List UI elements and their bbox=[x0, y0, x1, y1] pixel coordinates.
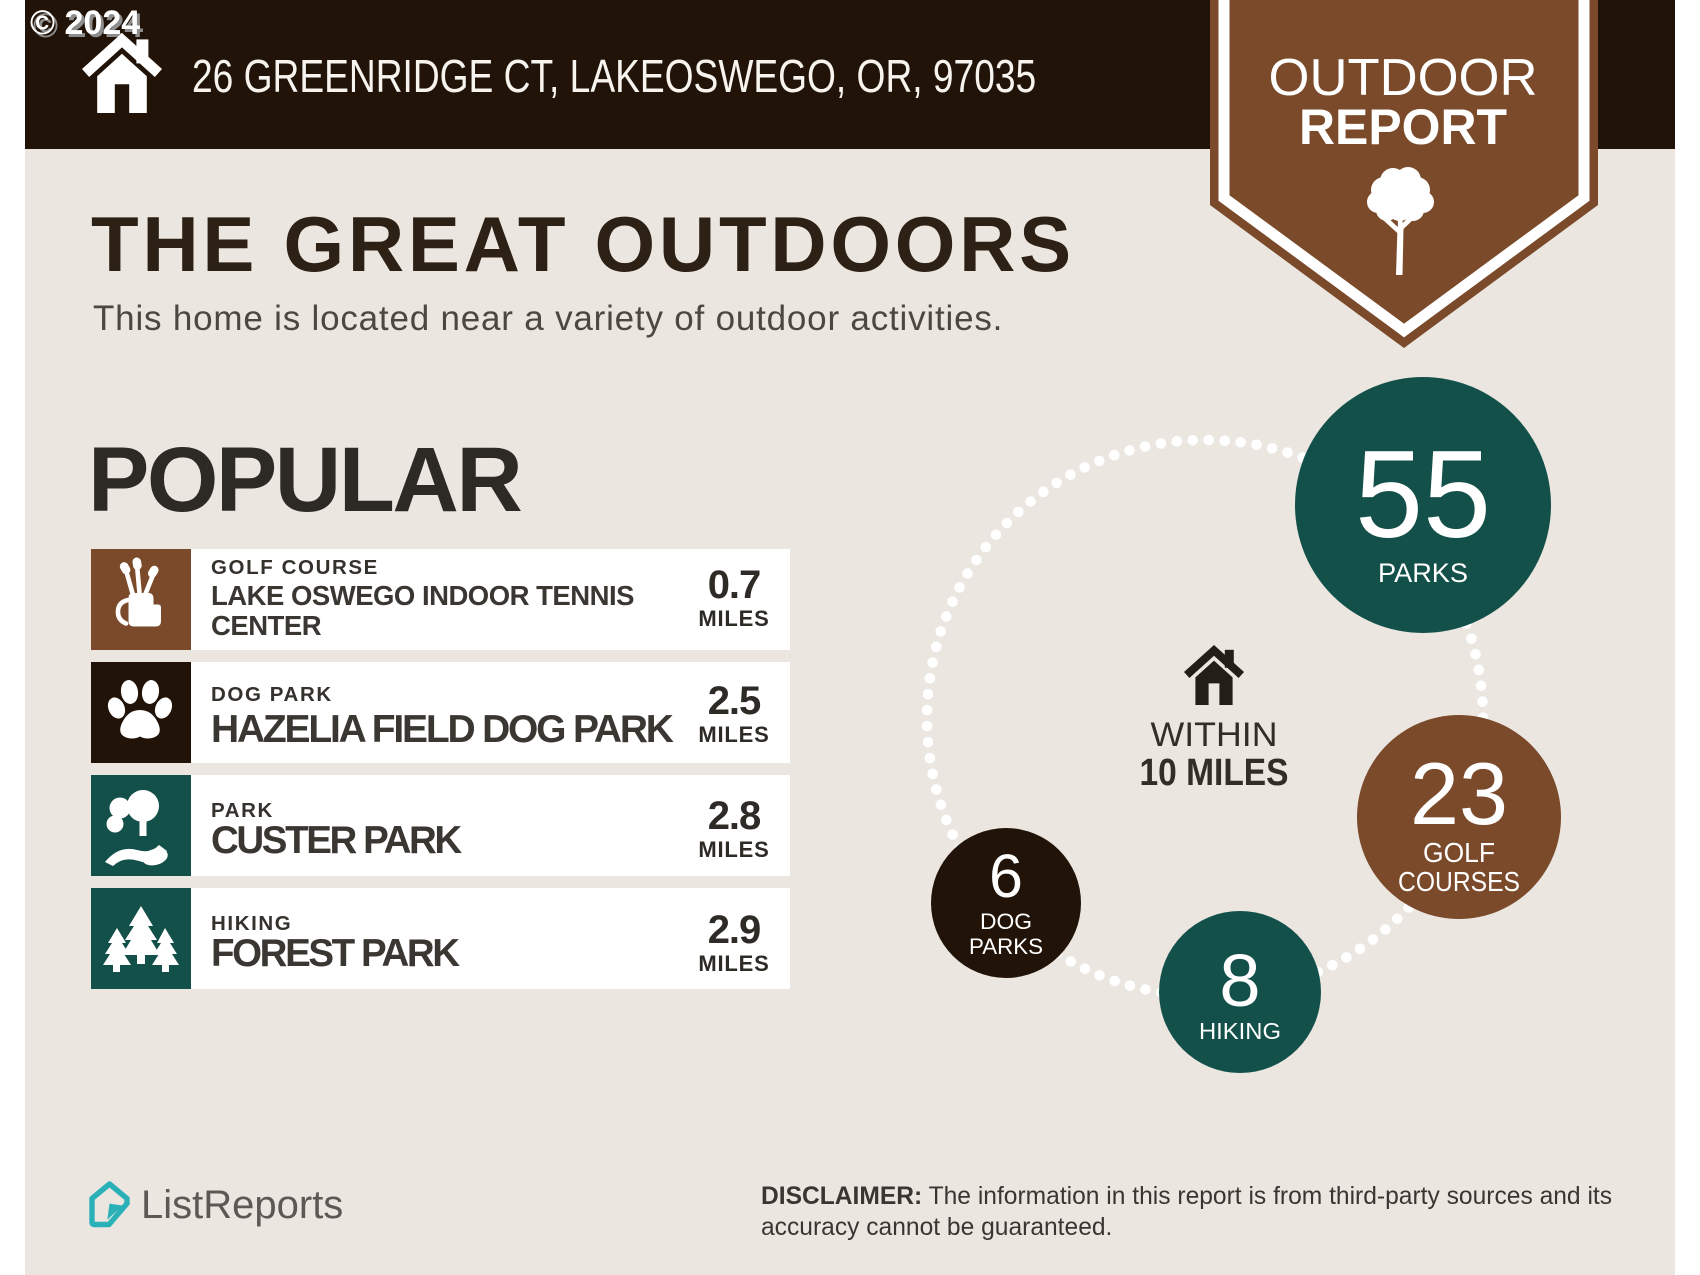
svg-text:OUTDOOR: OUTDOOR bbox=[1269, 49, 1538, 107]
svg-text:REPORT: REPORT bbox=[1299, 99, 1507, 155]
svg-text:55: 55 bbox=[1355, 426, 1491, 564]
svg-text:COURSES: COURSES bbox=[1398, 866, 1520, 897]
svg-text:10 MILES: 10 MILES bbox=[1140, 752, 1289, 794]
svg-text:6: 6 bbox=[989, 842, 1023, 910]
svg-text:DOG: DOG bbox=[980, 909, 1032, 934]
svg-text:23: 23 bbox=[1410, 744, 1508, 843]
svg-text:8: 8 bbox=[1219, 939, 1260, 1022]
svg-text:WITHIN: WITHIN bbox=[1151, 716, 1278, 754]
svg-text:HIKING: HIKING bbox=[1199, 1018, 1281, 1044]
svg-text:PARKS: PARKS bbox=[969, 934, 1043, 959]
svg-text:PARKS: PARKS bbox=[1378, 558, 1468, 588]
svg-text:GOLF: GOLF bbox=[1423, 837, 1495, 868]
